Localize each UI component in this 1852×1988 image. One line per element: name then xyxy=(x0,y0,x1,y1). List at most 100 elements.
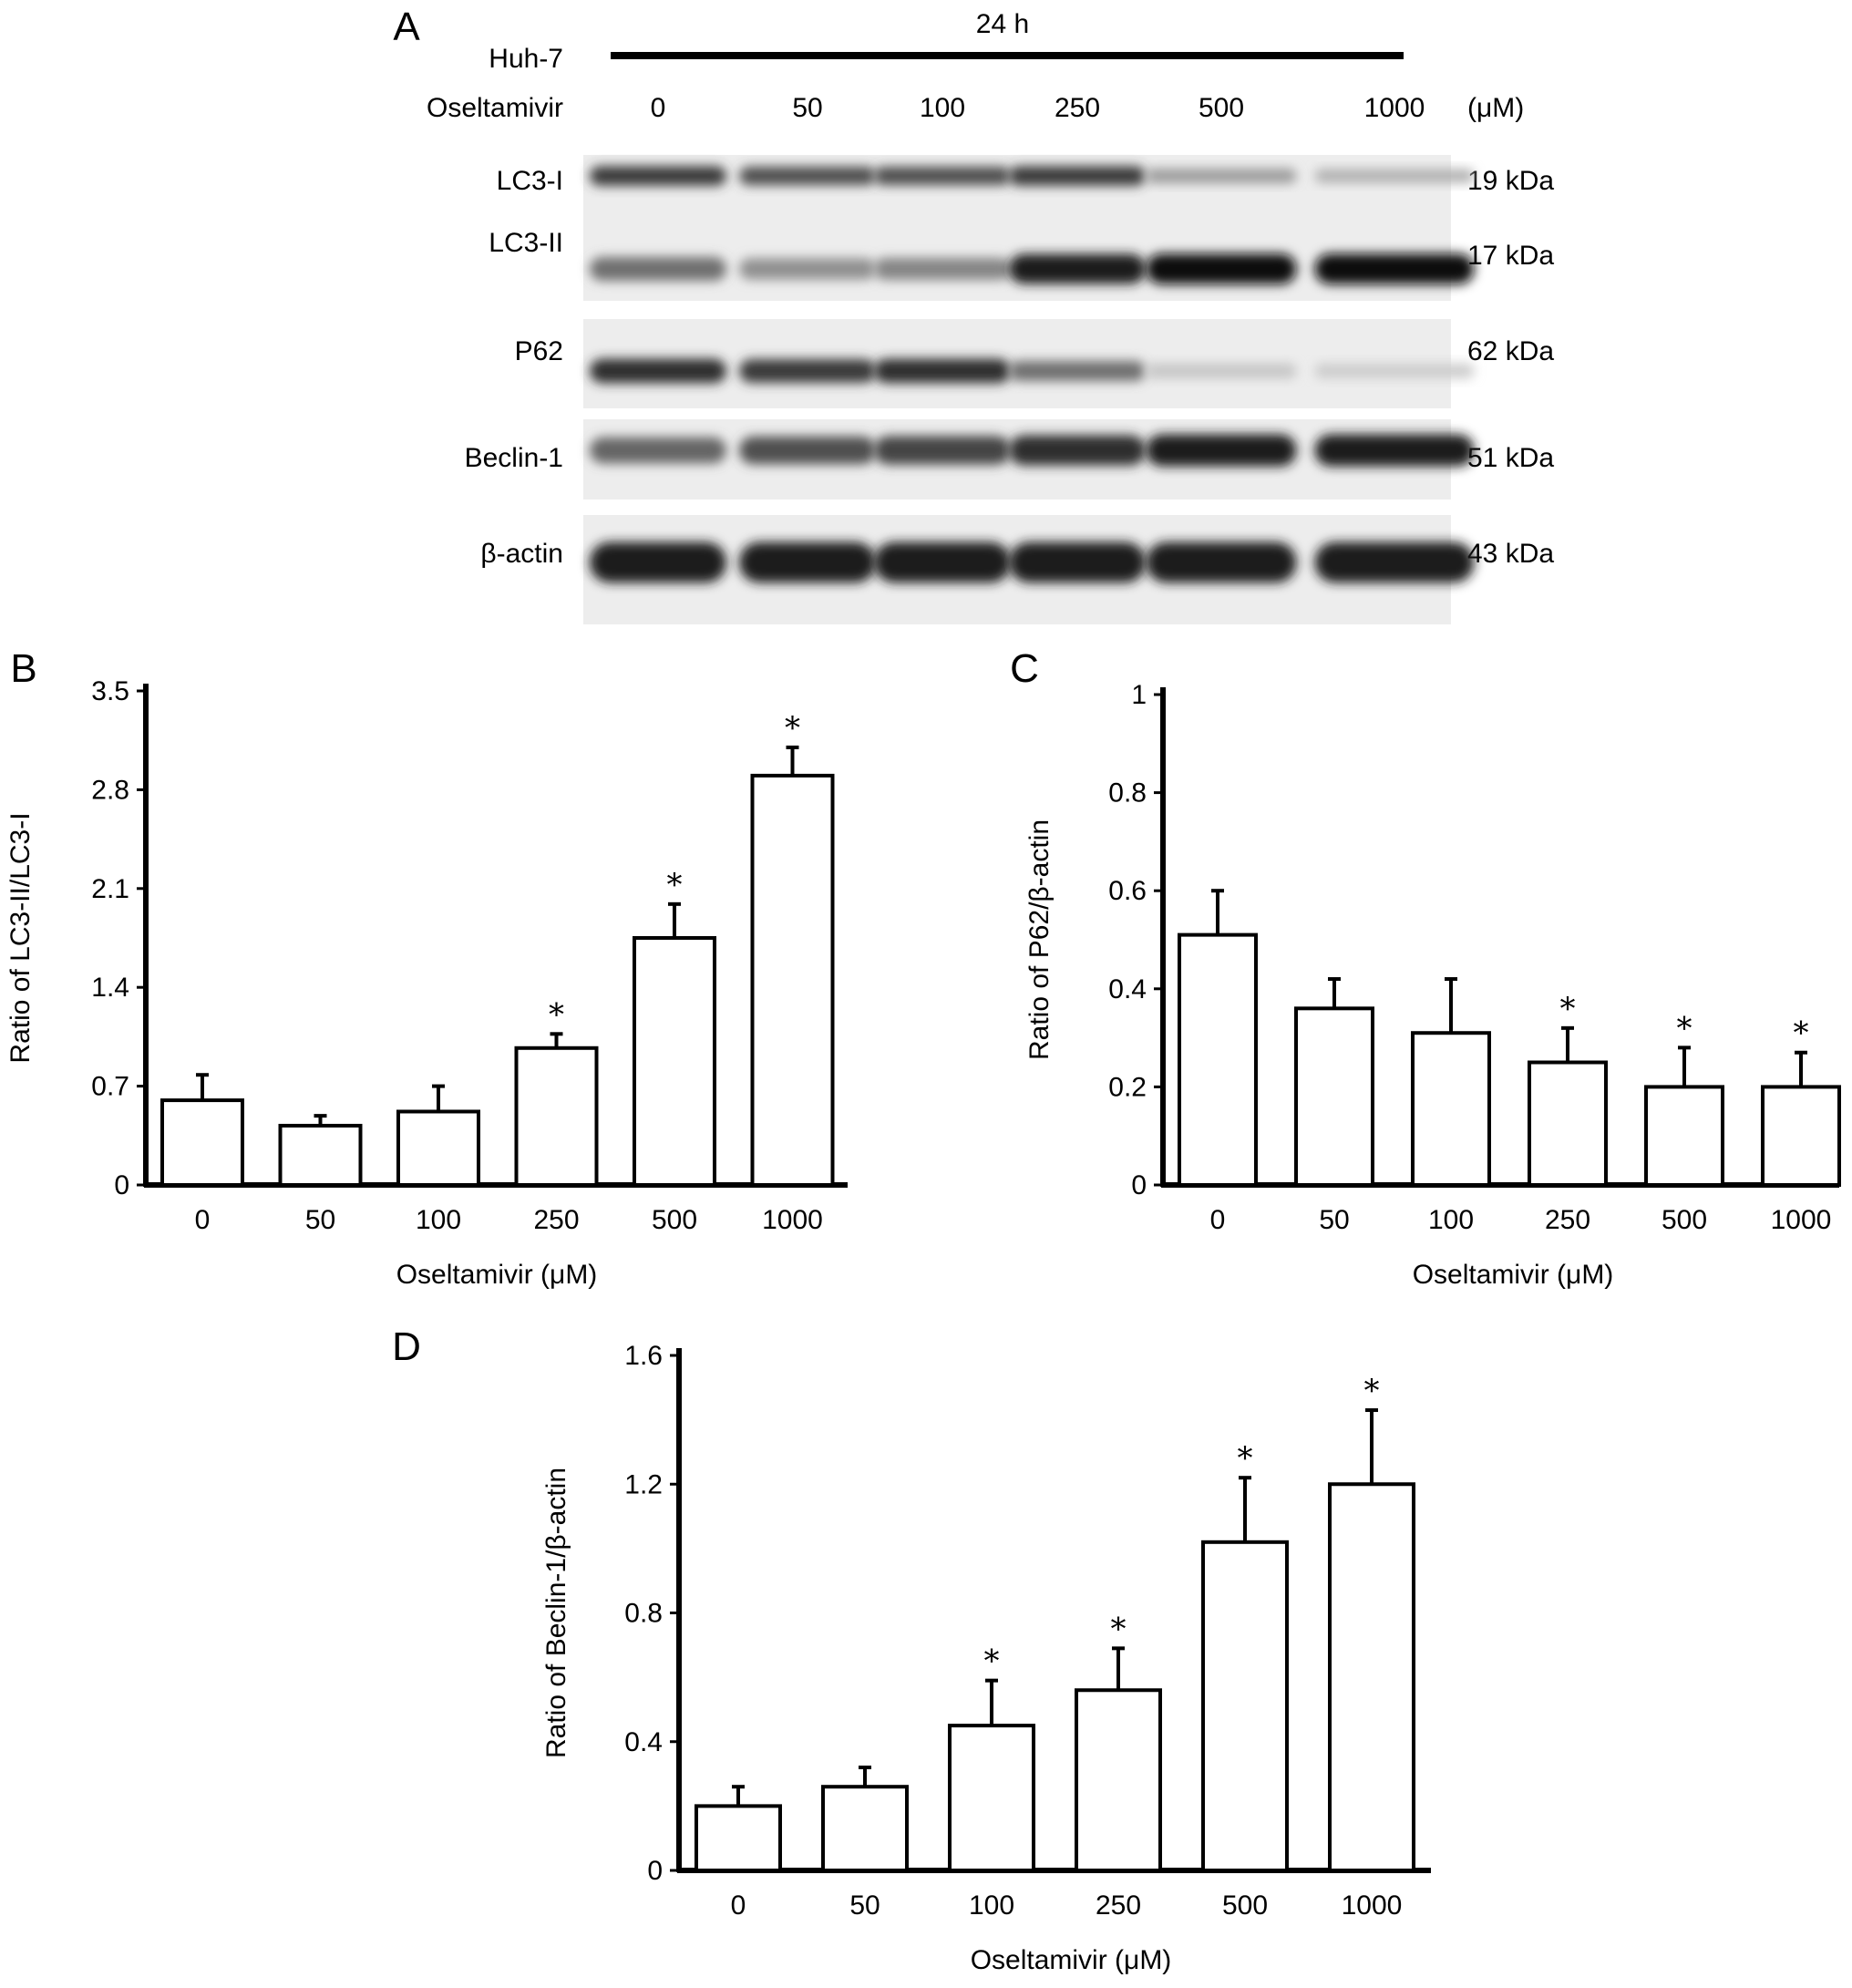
bar xyxy=(1761,1085,1841,1188)
significance-marker: * xyxy=(1238,1440,1253,1477)
blot-size-label: 43 kDa xyxy=(1467,539,1554,569)
bar xyxy=(396,1109,480,1187)
y-tick-label: 0 xyxy=(1131,1170,1147,1200)
significance-marker: * xyxy=(549,996,564,1033)
y-tick-label: 1.6 xyxy=(624,1341,663,1371)
y-tick-label: 1.2 xyxy=(624,1469,663,1499)
y-tick-label: 0.2 xyxy=(1108,1072,1147,1102)
x-tick-label: 500 xyxy=(1222,1890,1268,1921)
blot-protein-label: LC3-I xyxy=(497,166,563,196)
blot-size-label: 19 kDa xyxy=(1467,166,1554,196)
x-tick-label: 1000 xyxy=(762,1205,823,1235)
panel-label: D xyxy=(392,1324,421,1369)
x-tick-label: 100 xyxy=(416,1205,461,1235)
significance-marker: * xyxy=(1111,1611,1127,1647)
significance-marker: * xyxy=(1677,1010,1693,1046)
x-tick-label: 1000 xyxy=(1342,1890,1403,1921)
x-tick-label: 500 xyxy=(1662,1205,1707,1235)
dose-label: 1000 xyxy=(1364,93,1425,123)
y-tick-label: 0.6 xyxy=(1108,876,1147,906)
bar xyxy=(160,1098,244,1187)
blot-band xyxy=(1009,360,1146,382)
panel-a-label: A xyxy=(393,5,420,49)
blot-band xyxy=(1146,363,1297,379)
dose-unit-label: (μM) xyxy=(1467,93,1524,123)
blot-band xyxy=(1314,253,1475,284)
y-tick-label: 0.4 xyxy=(1108,974,1147,1004)
x-tick-label: 100 xyxy=(1428,1205,1474,1235)
cell-line-label: Huh-7 xyxy=(489,44,563,74)
panel-label: B xyxy=(10,646,36,691)
chart-d-beclin-ratio: D 0 0.4 0.8 1.2 1.6 0 50 100 * 250 * 500 * 1000 * Oselta… xyxy=(392,1324,1431,1975)
blot-band xyxy=(739,541,876,583)
bar xyxy=(633,936,716,1187)
dose-labels: 0 50 100 250 500 1000 xyxy=(651,93,1425,123)
blot-band xyxy=(874,358,1011,384)
bar xyxy=(948,1724,1035,1872)
significance-marker: * xyxy=(667,867,683,903)
blot-band xyxy=(874,257,1011,281)
western-blot-images: LC3-I 19 kDa LC3-II 17 kDa P62 62 kDa Beclin-1… xyxy=(465,155,1554,624)
blot-band xyxy=(739,166,876,186)
x-tick-label: 100 xyxy=(969,1890,1014,1921)
y-tick-label: 3.5 xyxy=(91,676,129,706)
y-tick-label: 0 xyxy=(114,1170,129,1200)
y-tick-label: 0.8 xyxy=(1108,778,1147,809)
y-tick-label: 1.4 xyxy=(91,973,129,1003)
y-tick-label: 0 xyxy=(647,1856,663,1886)
y-tick-label: 0.4 xyxy=(624,1727,663,1757)
blot-band xyxy=(739,359,876,383)
y-tick-label: 0.8 xyxy=(624,1599,663,1629)
blot-band xyxy=(739,436,876,465)
x-tick-label: 50 xyxy=(1319,1205,1349,1235)
y-tick-label: 0.7 xyxy=(91,1072,129,1102)
blot-band xyxy=(590,166,726,186)
dose-label: 250 xyxy=(1055,93,1100,123)
blot-band xyxy=(874,436,1011,465)
blot-protein-label: P62 xyxy=(515,336,563,366)
dose-label: 100 xyxy=(920,93,965,123)
y-axis-label: Ratio of LC3-II/LC3-I xyxy=(5,812,36,1063)
blot-band xyxy=(1146,541,1297,583)
dose-label: 0 xyxy=(651,93,666,123)
y-tick-label: 2.1 xyxy=(91,874,129,904)
blot-band xyxy=(1314,434,1475,467)
x-tick-label: 250 xyxy=(1545,1205,1590,1235)
y-axis-label: Ratio of P62/β-actin xyxy=(1024,819,1055,1060)
blot-band xyxy=(1314,541,1475,583)
dose-label: 50 xyxy=(792,93,822,123)
blot-band xyxy=(1314,169,1475,183)
x-axis-label: Oseltamivir (μM) xyxy=(971,1945,1172,1975)
significance-marker: * xyxy=(785,710,800,747)
bar xyxy=(1644,1085,1724,1188)
x-tick-label: 1000 xyxy=(1771,1205,1832,1235)
blot-band xyxy=(874,541,1011,583)
y-axis-label: Ratio of Beclin-1/β-actin xyxy=(541,1468,571,1758)
x-tick-label: 250 xyxy=(1096,1890,1141,1921)
significance-marker: * xyxy=(1794,1015,1809,1052)
blot-protein-label: LC3-II xyxy=(489,228,563,258)
bar xyxy=(514,1046,599,1187)
x-tick-label: 50 xyxy=(849,1890,880,1921)
blot-band xyxy=(1146,168,1297,184)
bar xyxy=(1178,932,1258,1187)
blot-size-label: 17 kDa xyxy=(1467,241,1554,271)
blot-band xyxy=(874,166,1011,186)
x-tick-label: 250 xyxy=(533,1205,579,1235)
significance-marker: * xyxy=(984,1643,1000,1680)
chart-c-p62-ratio: C 0 0.2 0.4 0.6 0.8 1 0 50 100 250 * 500 * 1000 * Oselta… xyxy=(1010,646,1841,1290)
dose-label: 500 xyxy=(1199,93,1244,123)
panel-label: C xyxy=(1010,646,1039,691)
x-tick-label: 0 xyxy=(1210,1205,1226,1235)
x-tick-label: 0 xyxy=(731,1890,746,1921)
blot-band xyxy=(739,258,876,280)
bar xyxy=(694,1804,782,1872)
blot-band xyxy=(1009,435,1146,466)
bar xyxy=(278,1123,363,1187)
blot-protein-label: β-actin xyxy=(480,539,563,569)
blot-band xyxy=(1146,253,1297,284)
time-label: 24 h xyxy=(976,9,1029,39)
bar xyxy=(750,773,835,1188)
bar xyxy=(1075,1688,1162,1872)
blot-band xyxy=(1009,166,1146,186)
